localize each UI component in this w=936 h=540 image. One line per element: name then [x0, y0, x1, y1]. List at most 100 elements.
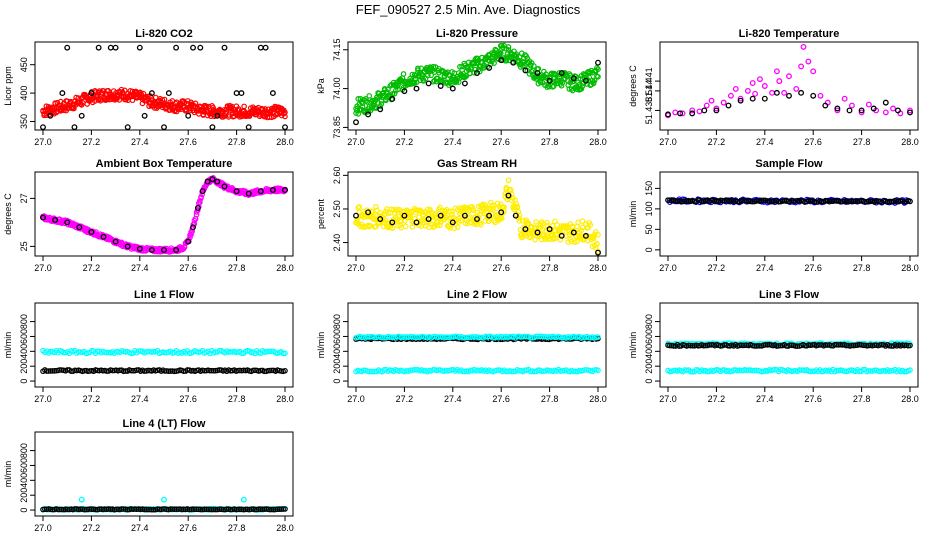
x-tick-label: 27.2	[83, 523, 101, 533]
data-point	[860, 342, 866, 349]
data-point	[713, 107, 720, 114]
data-point	[148, 90, 155, 97]
data-point	[363, 97, 369, 104]
data-point	[800, 43, 807, 50]
panel-box_temp: Ambient Box Temperature 27.0 27.2 27.4 27.6 2…	[3, 158, 294, 273]
data-point	[377, 106, 384, 113]
data-point	[437, 212, 444, 219]
plot-area	[40, 44, 288, 130]
data-point	[419, 209, 426, 215]
data-point	[76, 224, 83, 231]
data-point	[761, 83, 768, 89]
x-tick-label: 28.0	[276, 137, 294, 147]
data-point	[582, 367, 588, 373]
data-point	[370, 368, 376, 375]
data-point	[871, 342, 878, 348]
data-point	[241, 103, 247, 110]
data-point	[890, 105, 897, 112]
data-point	[265, 367, 271, 374]
x-tick-label: 27.4	[444, 137, 462, 147]
data-point	[197, 44, 204, 51]
x-tick-label: 27.8	[228, 523, 246, 533]
data-point	[42, 506, 48, 513]
data-point	[558, 82, 565, 89]
data-point	[708, 97, 715, 104]
series-avg	[665, 197, 913, 206]
y-axis-label: ml/min	[316, 332, 326, 359]
x-tick-label: 27.2	[396, 137, 414, 147]
y-tick-label: 73.85	[332, 116, 342, 139]
data-point	[544, 84, 550, 90]
y-tick-label: 50	[644, 224, 654, 234]
data-point	[595, 231, 601, 238]
data-point	[522, 226, 529, 233]
data-point	[531, 63, 537, 69]
data-point	[240, 496, 247, 503]
data-point	[689, 110, 696, 117]
data-point	[590, 80, 597, 87]
data-point	[356, 203, 363, 210]
data-point	[520, 218, 526, 224]
x-tick-label: 28.0	[276, 523, 294, 533]
data-point	[446, 71, 452, 78]
data-point	[265, 348, 271, 355]
data-point	[481, 205, 487, 211]
data-point	[214, 112, 221, 119]
data-point	[792, 343, 799, 349]
data-point	[95, 44, 102, 51]
data-point	[52, 217, 59, 223]
data-point	[858, 107, 865, 114]
data-point	[136, 245, 143, 252]
panel-title: Sample Flow	[755, 158, 823, 170]
data-point	[194, 205, 201, 211]
data-point	[237, 506, 243, 513]
panel-title: Ambient Box Temperature	[96, 158, 233, 170]
y-tick-label: 2.50	[332, 200, 342, 218]
data-point	[498, 57, 505, 64]
data-point	[769, 89, 776, 96]
data-point	[469, 204, 475, 210]
data-point	[706, 342, 713, 348]
plot-area	[665, 196, 913, 206]
data-point	[462, 220, 469, 227]
y-tick-label: 0	[19, 379, 29, 384]
data-point	[544, 219, 550, 226]
data-point	[713, 105, 720, 112]
data-point	[112, 238, 119, 245]
data-point	[474, 216, 480, 222]
data-point	[478, 221, 484, 228]
plot-area	[665, 340, 913, 375]
series-avg	[665, 341, 913, 349]
plot-frame	[659, 41, 919, 131]
data-point	[118, 506, 125, 512]
plot-area	[353, 177, 601, 256]
data-point	[169, 506, 176, 512]
y-tick-label: 27	[19, 193, 29, 203]
data-point	[542, 236, 548, 243]
data-point	[522, 67, 529, 74]
data-point	[135, 348, 142, 354]
data-point	[786, 92, 792, 99]
y-tick-label: 0	[332, 379, 342, 384]
data-point	[505, 177, 512, 184]
data-point	[465, 215, 472, 222]
x-tick-label: 28.0	[901, 394, 919, 404]
data-point	[173, 506, 179, 513]
y-tick-label: 0	[644, 247, 654, 252]
data-point	[483, 204, 490, 211]
data-point	[162, 368, 168, 374]
data-point	[71, 124, 78, 130]
data-point	[463, 334, 470, 341]
data-point	[257, 188, 264, 195]
data-point	[407, 367, 414, 373]
x-tick-label: 28.0	[901, 137, 919, 147]
y-tick-label: 800	[19, 443, 29, 458]
series-avg	[40, 176, 288, 253]
data-point	[449, 211, 455, 218]
x-tick-label: 27.4	[131, 523, 149, 533]
data-point	[798, 89, 805, 96]
data-point	[679, 110, 686, 117]
plot-area	[665, 43, 913, 119]
data-point	[486, 215, 493, 222]
